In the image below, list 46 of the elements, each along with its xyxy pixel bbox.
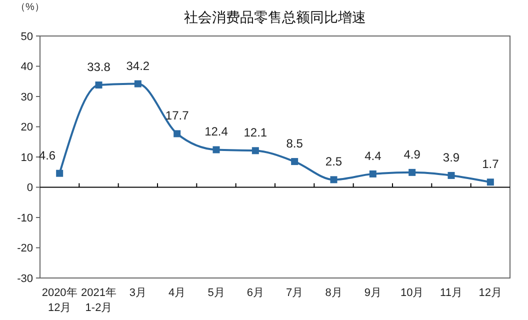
- point: [291, 158, 298, 166]
- y-tick-label: 40: [20, 61, 33, 74]
- point: [486, 178, 494, 186]
- x-tick-label: 12月: [478, 287, 502, 299]
- point: [330, 176, 338, 184]
- y-tick-label: 50: [20, 30, 33, 43]
- y-tick-label: 30: [20, 91, 33, 104]
- y-tick-label: -20: [17, 242, 33, 255]
- data-label: 3.9: [442, 150, 460, 164]
- data-label: 2.5: [325, 154, 342, 169]
- y-tick-label: -10: [17, 212, 33, 224]
- data-label: 12.4: [204, 124, 228, 139]
- y-tick-label: 0: [26, 182, 33, 194]
- x-tick-label: 8月: [325, 287, 342, 299]
- chart-title: 社会消费品零售总额同比增速: [184, 9, 366, 25]
- x-tick-label: 10月: [400, 287, 424, 299]
- point: [174, 130, 181, 138]
- point: [56, 170, 64, 177]
- x-tick-label: 2021年 1-2月: [81, 287, 116, 314]
- x-tick-label: 9月: [364, 287, 382, 299]
- point: [369, 170, 376, 178]
- point: [448, 172, 455, 179]
- data-label: 12.1: [244, 126, 268, 140]
- point: [134, 80, 142, 88]
- y-tick-label: 10: [20, 152, 33, 164]
- x-tick-label: 4月: [168, 287, 186, 299]
- data-label: 4.9: [404, 147, 421, 162]
- point: [212, 146, 220, 154]
- data-label: 4.4: [364, 148, 382, 163]
- y-axis-title: （%）: [16, 2, 44, 13]
- y-tick-label: -30: [17, 272, 33, 285]
- point: [252, 147, 259, 154]
- x-tick-label: 11月: [440, 287, 462, 299]
- data-label: 33.8: [87, 60, 111, 74]
- y-tick-label: 20: [20, 122, 33, 134]
- point: [95, 82, 102, 89]
- x-tick-label: 6月: [246, 287, 264, 299]
- point: [408, 168, 416, 176]
- x-tick-label: 5月: [208, 287, 225, 299]
- data-label: 17.7: [165, 108, 190, 123]
- x-tick-label: 2020年 12月: [42, 287, 78, 314]
- x-tick-label: 3月: [129, 287, 146, 299]
- data-label: 1.7: [482, 157, 500, 172]
- data-label: 8.5: [286, 136, 304, 151]
- x-tick-label: 7月: [286, 287, 304, 299]
- data-label: 34.2: [126, 58, 150, 73]
